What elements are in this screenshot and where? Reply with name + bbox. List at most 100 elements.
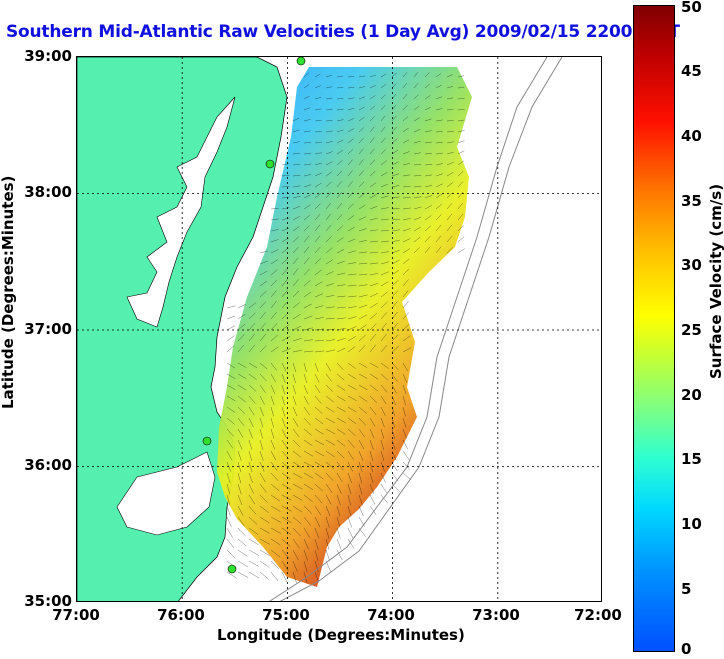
velocity-vector	[292, 236, 300, 243]
velocity-vector	[314, 339, 325, 342]
velocity-vector	[314, 85, 321, 89]
velocity-vector	[248, 538, 259, 546]
velocity-vector	[314, 527, 320, 539]
velocity-field	[217, 67, 472, 587]
velocity-vector	[369, 229, 378, 232]
velocity-vector	[281, 494, 292, 501]
velocity-vector	[281, 279, 288, 287]
velocity-vector	[281, 538, 291, 547]
velocity-vector	[446, 74, 453, 78]
velocity-vector	[325, 349, 336, 353]
velocity-vector	[226, 335, 235, 342]
velocity-vector	[336, 494, 341, 506]
velocity-vector	[402, 258, 410, 265]
velocity-vector	[281, 163, 290, 166]
velocity-vector	[424, 130, 432, 133]
velocity-vector	[314, 182, 322, 188]
velocity-vector	[358, 505, 364, 517]
velocity-vector	[303, 406, 310, 416]
velocity-vector	[259, 250, 268, 254]
velocity-vector	[413, 175, 422, 177]
velocity-vector	[336, 248, 345, 254]
bathymetry-contour-outer	[279, 57, 563, 601]
velocity-vector	[259, 450, 264, 461]
lon-tick-label: 77:00	[52, 606, 100, 624]
velocity-vector	[435, 163, 444, 166]
velocity-vector	[303, 163, 312, 166]
velocity-vector	[358, 314, 367, 320]
velocity-vector	[259, 560, 270, 568]
graticule	[77, 57, 601, 601]
velocity-vector	[380, 126, 386, 133]
velocity-vector	[391, 301, 398, 309]
lon-tick-label: 72:00	[574, 606, 622, 624]
velocity-vector	[369, 461, 374, 473]
velocity-vector	[347, 76, 355, 78]
velocity-vector	[325, 161, 333, 166]
velocity-vector	[281, 336, 290, 342]
colorbar-tick: 10	[681, 515, 702, 533]
velocity-vector	[325, 74, 332, 78]
velocity-vector	[369, 344, 376, 353]
velocity-vector	[259, 571, 270, 580]
velocity-vector	[270, 560, 280, 570]
velocity-vector	[336, 417, 346, 424]
velocity-vector	[402, 323, 410, 331]
velocity-vector	[413, 117, 420, 122]
velocity-vector	[380, 362, 389, 369]
velocity-vector	[248, 384, 257, 392]
velocity-vector	[303, 373, 308, 384]
velocity-vector	[292, 325, 302, 331]
velocity-vector	[347, 148, 354, 155]
velocity-vector	[347, 226, 355, 232]
velocity-vector	[259, 527, 270, 534]
velocity-vector	[237, 538, 247, 547]
velocity-vector	[369, 182, 377, 188]
velocity-vector	[336, 483, 342, 494]
velocity-vector	[303, 204, 311, 210]
velocity-vector	[369, 439, 374, 450]
velocity-vector	[336, 272, 346, 276]
velocity-vector	[446, 213, 453, 221]
velocity-vector	[435, 142, 443, 144]
velocity-vector	[314, 305, 324, 309]
velocity-vector	[281, 527, 292, 535]
velocity-vector	[380, 229, 389, 232]
velocity-vector	[303, 235, 310, 243]
colorbar-tick: 45	[681, 62, 702, 80]
velocity-vector	[347, 395, 357, 401]
velocity-vector	[435, 152, 444, 155]
velocity-vector	[248, 395, 256, 404]
velocity-vector	[402, 373, 408, 383]
velocity-vector	[292, 129, 300, 133]
velocity-vector	[391, 269, 399, 276]
velocity-vector	[380, 333, 387, 342]
velocity-vector	[314, 560, 319, 573]
velocity-vector	[336, 149, 344, 155]
velocity-vector	[325, 461, 335, 469]
velocity-vector	[336, 516, 341, 528]
velocity-vector	[336, 472, 343, 483]
velocity-vector	[424, 235, 431, 243]
velocity-vector	[336, 98, 344, 100]
velocity-vector	[270, 300, 277, 309]
velocity-vector	[402, 384, 407, 395]
velocity-vector	[248, 571, 260, 579]
velocity-vector	[259, 362, 268, 370]
velocity-vector	[325, 151, 333, 155]
velocity-vector	[325, 202, 332, 210]
velocity-vector	[325, 109, 333, 111]
velocity-vector	[281, 362, 287, 372]
velocity-vector	[380, 301, 388, 309]
velocity-vector	[391, 72, 397, 78]
velocity-vector	[413, 71, 419, 78]
velocity-vector	[369, 323, 377, 331]
velocity-vector	[435, 96, 443, 100]
velocity-vector	[369, 303, 378, 309]
velocity-vector	[226, 538, 235, 549]
velocity-vector	[380, 183, 388, 188]
velocity-vector	[402, 362, 408, 372]
velocity-vector	[380, 312, 388, 320]
colorbar-tick: 30	[681, 256, 702, 274]
velocity-vector	[391, 196, 400, 199]
